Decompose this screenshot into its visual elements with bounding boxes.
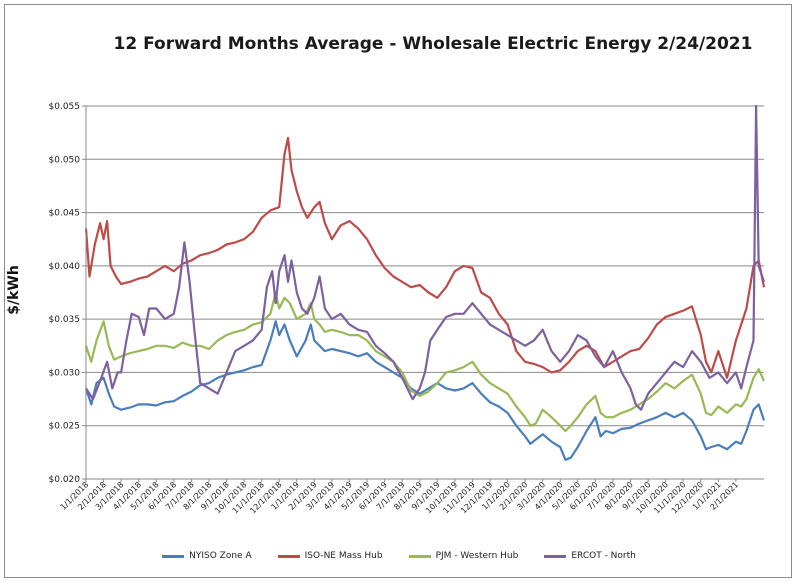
y-tick-label: $0.050 (49, 155, 81, 165)
series-line-nyiso-zone-a (84, 320, 766, 461)
y-tick-label: $0.055 (49, 102, 81, 112)
series-line-iso-ne-mass-hub (84, 136, 766, 379)
legend-label: ERCOT - North (571, 551, 636, 561)
legend-swatch (162, 554, 185, 558)
chart-frame (4, 4, 792, 578)
gridlines (86, 105, 764, 427)
series-line-ercot-north (85, 104, 766, 411)
y-axis-ticks: $0.020 $0.025 $0.030 $0.035 $0.040 $0.045 $0.0… (49, 102, 86, 485)
y-tick-label: $0.045 (49, 209, 81, 219)
legend-item-pjm-western-hub: PJM - Western Hub (408, 551, 519, 561)
legend: NYISO Zone A ISO-NE Mass Hub PJM - Western… (0, 551, 798, 561)
legend-item-ercot-north: ERCOT - North (544, 551, 636, 561)
series-lines (84, 104, 766, 461)
axes (85, 106, 764, 480)
chart-title: 12 Forward Months Average - Wholesale El… (113, 34, 753, 54)
y-tick-label: $0.020 (49, 475, 81, 485)
legend-label: ISO-NE Mass Hub (304, 551, 383, 561)
y-tick-label: $0.040 (49, 262, 81, 272)
y-tick-label: $0.030 (49, 368, 81, 378)
legend-swatch (544, 554, 567, 558)
legend-label: PJM - Western Hub (435, 551, 519, 561)
legend-label: NYISO Zone A (189, 551, 252, 561)
y-tick-label: $0.025 (49, 422, 81, 432)
y-tick-label: $0.035 (49, 315, 81, 325)
x-axis-ticks: 1/1/20182/1/20183/1/20184/1/20185/1/2018… (59, 479, 740, 515)
legend-item-iso-ne-mass-hub: ISO-NE Mass Hub (277, 551, 383, 561)
legend-item-nyiso-zone-a: NYISO Zone A (162, 551, 252, 561)
legend-swatch (408, 554, 431, 558)
legend-swatch (277, 554, 300, 558)
series-line-pjm-western-hub (84, 291, 766, 433)
